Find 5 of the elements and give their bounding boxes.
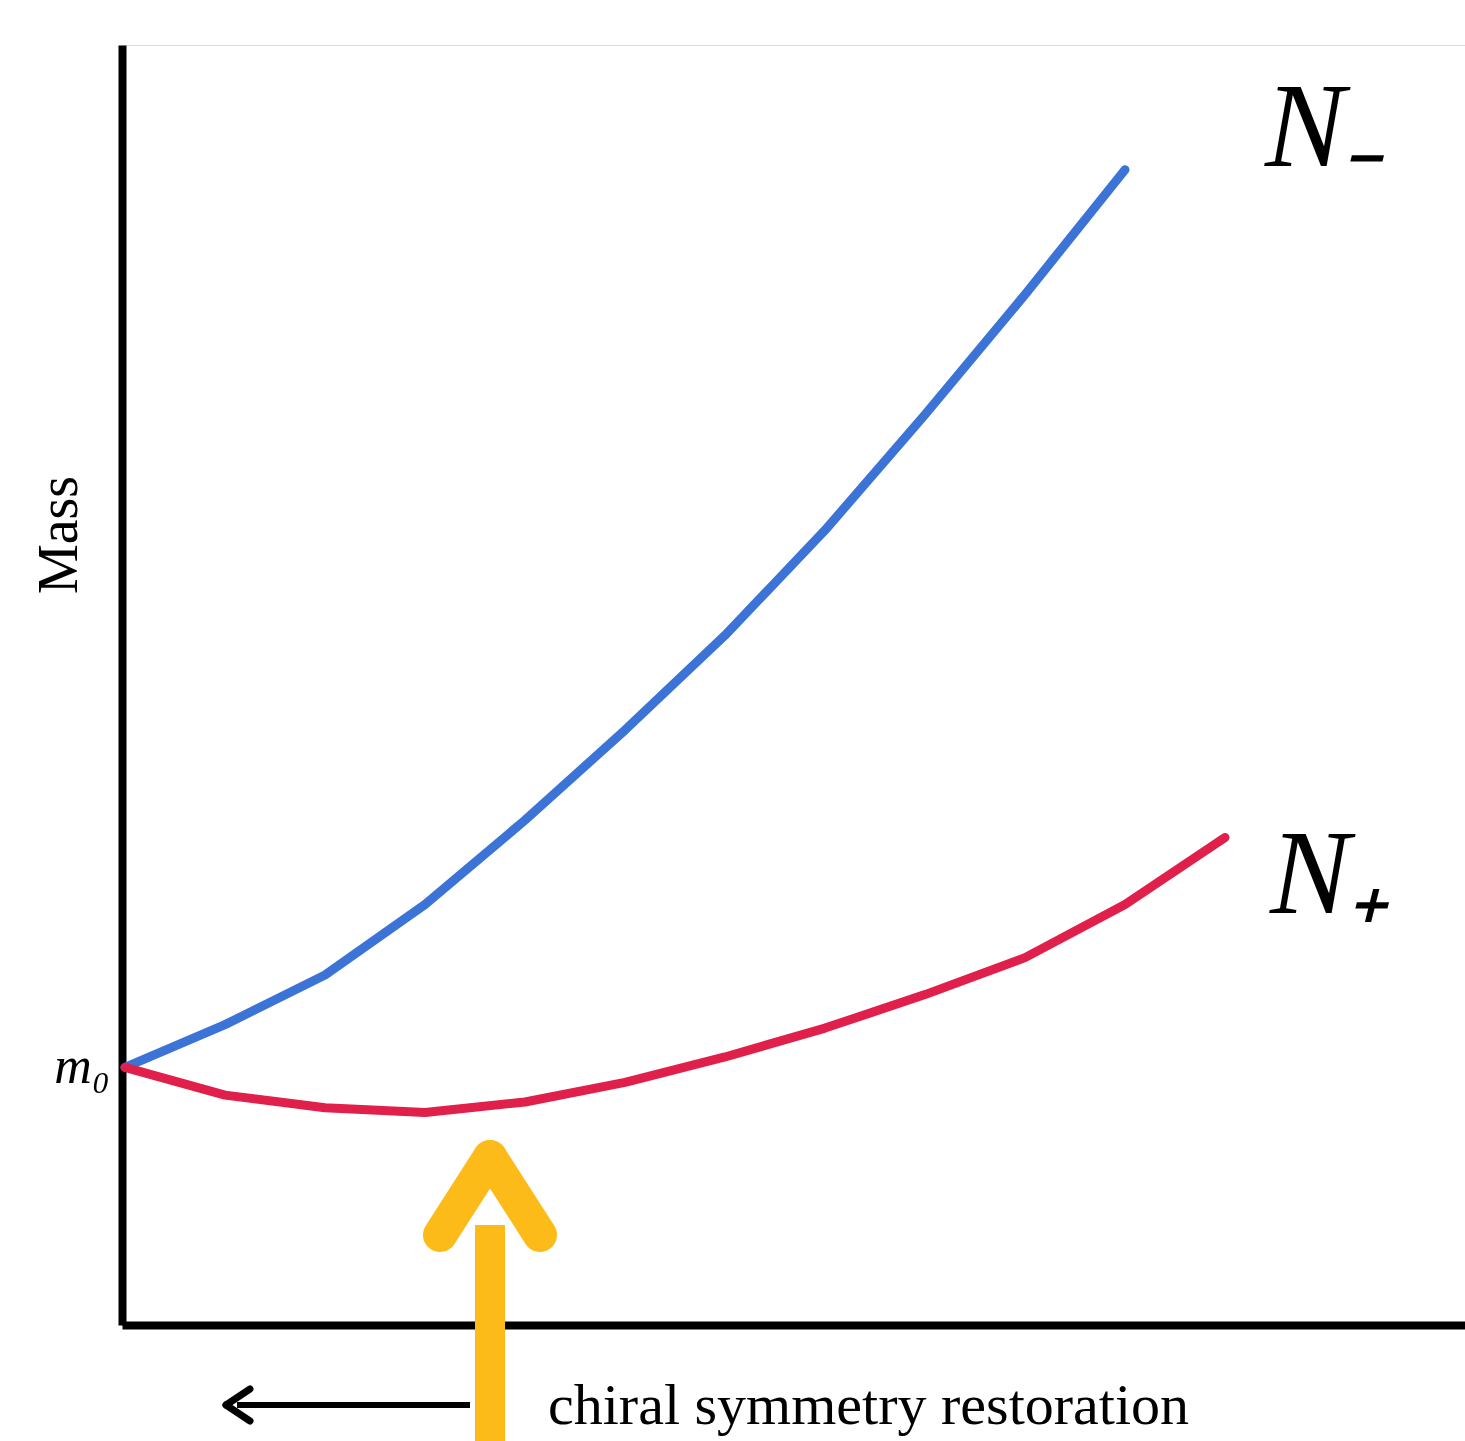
- y-axis-title: Mass: [27, 475, 89, 595]
- text: chiral symmetry restoration: [548, 1372, 1190, 1437]
- annotation: m₀: [54, 1037, 110, 1095]
- series-label: N₋: [1264, 58, 1387, 192]
- series-label: N₊: [1269, 806, 1392, 940]
